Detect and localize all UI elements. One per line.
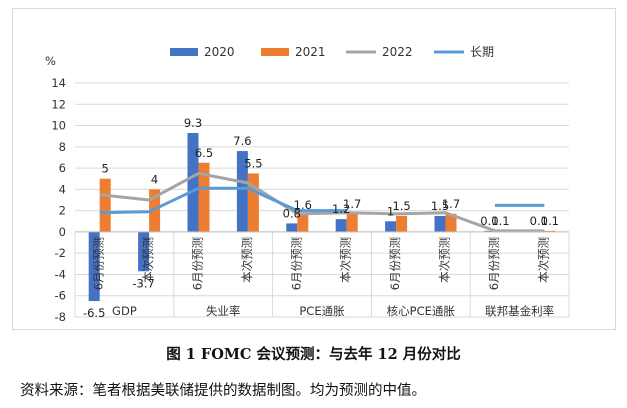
data-label-2020-7: 1.5 (431, 199, 449, 213)
bar-2021-9 (544, 230, 556, 232)
bar-2020-4 (286, 223, 298, 232)
bar-2021-6 (396, 215, 408, 232)
category-label: 6月份预测 (388, 237, 402, 290)
y-tick-label: 6 (59, 161, 66, 175)
chart: %-8-6-4-2024681012142020 2021 2022 长期6月份预测本… (45, 45, 570, 324)
data-label-2020-8: 0.1 (480, 214, 498, 228)
y-unit-label: % (45, 54, 56, 68)
category-label: 本次预测 (438, 237, 452, 283)
bar-2020-1 (138, 231, 150, 272)
data-label-2020-5: 1.2 (332, 202, 350, 216)
data-label-2021-6: 1.5 (392, 199, 410, 213)
y-tick-label: -8 (55, 310, 66, 324)
data-label-2020-1: -3.7 (132, 276, 154, 290)
group-label: 失业率 (206, 304, 241, 318)
y-tick-label: 10 (51, 119, 66, 133)
y-tick-label: 8 (59, 140, 66, 154)
y-tick-label: 0 (59, 225, 66, 239)
bar-2020-8 (483, 230, 495, 232)
data-label-2020-2: 9.3 (184, 116, 202, 130)
bar-2021-2 (198, 162, 210, 232)
data-label-2020-3: 7.6 (233, 134, 251, 148)
data-label-2020-6: 1 (387, 204, 394, 218)
data-label-2021-4: 1.6 (294, 198, 312, 212)
bar-2020-6 (385, 221, 397, 232)
category-label: 6月份预测 (487, 237, 501, 290)
bar-2020-5 (335, 219, 347, 232)
category-label: 本次预测 (536, 237, 550, 283)
y-tick-label: -4 (55, 267, 66, 281)
bar-2021-4 (297, 214, 309, 232)
data-label-2020-9: 0.1 (530, 214, 548, 228)
data-label-2021-0: 5 (102, 162, 109, 176)
bar-2020-7 (434, 215, 446, 232)
y-tick-label: 14 (51, 76, 66, 90)
line-长期-0 (99, 186, 347, 215)
source-note: 资料来源：笔者根据美联储提供的数据制图。均为预测的中值。 (20, 383, 426, 399)
data-label-2021-2: 6.5 (195, 146, 213, 160)
bar-2020-2 (187, 132, 199, 232)
legend-label-2021: 2021 (295, 45, 326, 59)
bar-2021-7 (445, 213, 457, 232)
bar-2021-0 (99, 178, 111, 232)
y-tick-label: -6 (55, 289, 66, 303)
line-2022-0 (99, 171, 545, 233)
y-tick-label: 4 (59, 182, 66, 196)
y-tick-label: 12 (51, 97, 66, 111)
group-label: 联邦基金利率 (485, 304, 554, 318)
category-label: 6月份预测 (289, 237, 303, 290)
group-label: 核心PCE通胀 (387, 304, 456, 318)
legend-label-2022: 2022 (382, 45, 413, 59)
legend-swatch-2020 (170, 48, 198, 56)
bar-2020-0 (88, 231, 100, 302)
group-label: PCE通胀 (299, 304, 345, 318)
category-label: 6月份预测 (191, 237, 205, 290)
group-label: GDP (112, 304, 137, 318)
y-tick-label: -2 (55, 246, 66, 260)
data-label-2021-8: 0.1 (491, 214, 509, 228)
legend-label-长期: 长期 (470, 45, 494, 59)
legend-swatch-2021 (261, 48, 289, 56)
y-tick-label: 2 (59, 204, 66, 218)
category-label: 本次预测 (240, 237, 254, 283)
figure-caption: 图 1 FOMC 会议预测：与去年 12 月份对比 (166, 346, 461, 363)
data-label-2021-1: 4 (151, 172, 158, 186)
chart-frame: % -8 -6 -4 -2 0 2 4 6 8 10 12 14 2020 2021 2022 长期 6月份预测本… (12, 8, 616, 330)
data-label-2021-3: 5.5 (244, 156, 262, 170)
legend-label-2020: 2020 (204, 45, 235, 59)
data-label-2020-0: -6.5 (83, 306, 105, 320)
category-label: 6月份预测 (92, 237, 106, 290)
category-label: 本次预测 (141, 237, 155, 283)
bar-2021-5 (346, 213, 358, 232)
data-label-2020-4: 0.8 (283, 206, 301, 220)
data-label-2021-9: 0.1 (541, 214, 559, 228)
data-label-2021-5: 1.7 (343, 197, 361, 211)
bar-2020-3 (236, 151, 248, 232)
data-label-2021-7: 1.7 (442, 197, 460, 211)
bar-2021-3 (247, 173, 259, 232)
category-label: 本次预测 (339, 237, 353, 283)
